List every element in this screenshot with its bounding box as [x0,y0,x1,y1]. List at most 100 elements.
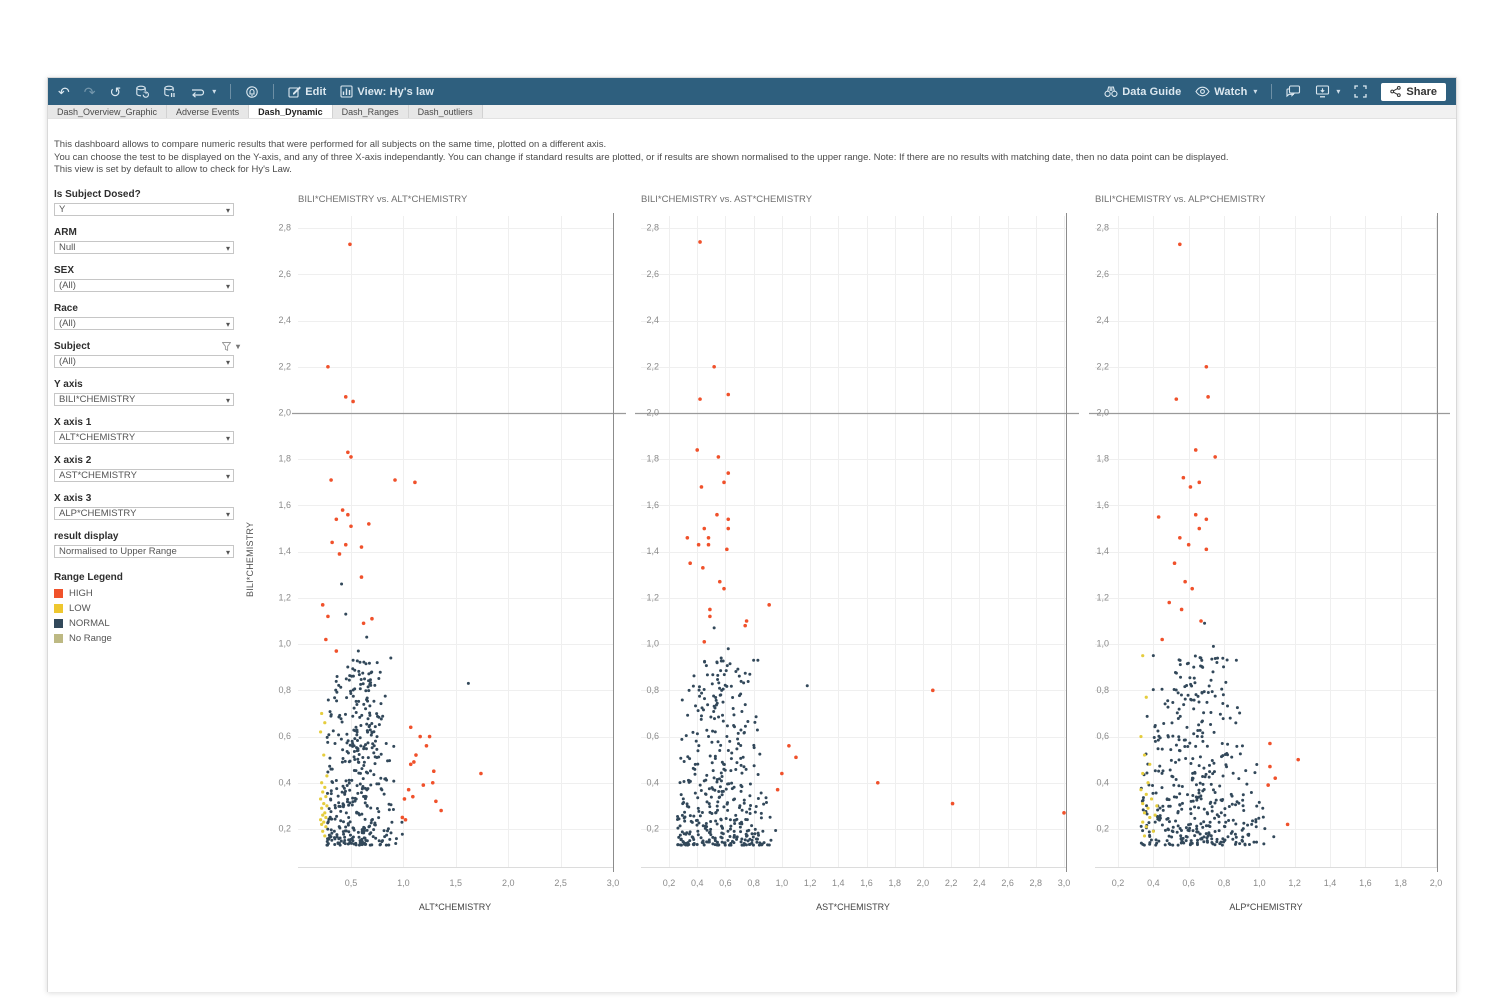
legend-item-low[interactable]: LOW [54,603,123,614]
chevron-down-icon[interactable]: ▾ [235,342,240,351]
filter-label-text: X axis 2 [54,455,92,466]
filter-group-subject: Subject ▾ (All) ▾ [54,341,240,368]
description-line-3: This view is set by default to allow to … [54,164,292,175]
redo-icon[interactable]: ↷ [83,83,96,100]
filter-dropdown-value: ALT*CHEMISTRY [59,432,136,443]
filter-group-x-axis-1: X axis 1 ALT*CHEMISTRY ▾ [54,417,240,444]
data-guide-label: Data Guide [1122,85,1182,98]
filter-group-arm: ARM Null ▾ [54,227,240,254]
tab-dash-dynamic[interactable]: Dash_Dynamic [249,105,333,118]
dashboard-description: This dashboard allows to compare numeric… [54,139,1314,177]
range-legend: Range Legend HIGH LOW NORMAL No Range [54,572,123,648]
chevron-down-icon: ▾ [225,320,230,329]
legend-item-normal[interactable]: NORMAL [54,618,123,629]
filter-label: Subject ▾ [54,341,240,352]
funnel-icon[interactable] [221,342,231,351]
filter-group-is-subject-dosed-: Is Subject Dosed? Y ▾ [54,189,240,216]
filter-dropdown-x-axis-3[interactable]: ALP*CHEMISTRY ▾ [54,507,234,520]
filter-group-x-axis-3: X axis 3 ALP*CHEMISTRY ▾ [54,493,240,520]
chevron-down-icon: ▾ [225,206,230,215]
tab-adverse-events[interactable]: Adverse Events [167,105,250,118]
legend-item-label: HIGH [69,588,93,599]
comments-icon[interactable] [1286,85,1301,98]
toolbar: ↶ ↷ ↺ ▾ Edit View: [48,78,1456,105]
fullscreen-icon[interactable] [1354,85,1368,98]
filter-dropdown-value: Y [59,204,66,215]
chart-title-alt: BILI*CHEMISTRY vs. ALT*CHEMISTRY [298,194,468,205]
filter-label: X axis 3 [54,493,240,504]
x-axis-title-alp: ALP*CHEMISTRY [1229,902,1303,912]
filter-label: result display [54,531,240,542]
share-icon [1390,86,1402,97]
chevron-down-icon: ▾ [212,87,217,96]
toolbar-separator [230,84,232,99]
legend-item-label: No Range [69,633,112,644]
legend-item-no-range[interactable]: No Range [54,633,123,644]
filter-dropdown-value: (All) [59,280,76,291]
filter-dropdown-sex[interactable]: (All) ▾ [54,279,234,292]
edit-label: Edit [305,85,327,98]
filter-label-text: result display [54,531,119,542]
filter-label-text: X axis 3 [54,493,92,504]
tab-dash-overview-graphic[interactable]: Dash_Overview_Graphic [48,105,168,118]
filter-dropdown-result-display[interactable]: Normalised to Upper Range ▾ [54,545,234,558]
auto-update-dropdown[interactable]: ▾ [190,86,216,98]
view-button[interactable]: View: Hy's law [340,85,434,98]
download-dropdown[interactable]: ▾ [1315,85,1340,98]
legend-swatch [54,604,63,613]
binoculars-icon [1104,86,1118,97]
filter-dropdown-x-axis-1[interactable]: ALT*CHEMISTRY ▾ [54,431,234,444]
share-button[interactable]: Share [1381,82,1446,101]
legend-item-label: NORMAL [69,618,110,629]
filter-dropdown-value: ALP*CHEMISTRY [59,508,137,519]
x-axis-title-alt: ALT*CHEMISTRY [418,902,492,912]
filter-group-race: Race (All) ▾ [54,303,240,330]
pencil-icon [288,86,302,98]
filter-label: ARM [54,227,240,238]
legend-swatch [54,619,63,628]
description-line-2: You can choose the test to be displayed … [54,151,1229,163]
filter-dropdown-subject[interactable]: (All) ▾ [54,355,234,368]
data-guide-button[interactable]: Data Guide [1104,85,1181,98]
filter-label-text: Subject [54,341,91,352]
filter-dropdown-y-axis[interactable]: BILI*CHEMISTRY ▾ [54,393,234,406]
filter-label: X axis 2 [54,455,240,466]
chevron-down-icon: ▾ [225,548,230,557]
sheet-tabbar: Dash_Overview_Graphic Adverse Events Dash_… [48,105,1456,119]
filter-label: Race [54,303,240,314]
legend-swatch [54,589,63,598]
undo-icon[interactable]: ↶ [58,83,70,100]
filter-dropdown-x-axis-2[interactable]: AST*CHEMISTRY ▾ [54,469,234,482]
chevron-down-icon: ▾ [225,282,230,291]
filter-label-text: Race [54,303,78,314]
tab-dash-ranges[interactable]: Dash_Ranges [332,105,409,118]
data-alert-icon[interactable] [245,85,259,99]
watch-button[interactable]: Watch ▾ [1195,86,1257,98]
scatter-plots-canvas[interactable] [251,209,1456,919]
chart-title-ast: BILI*CHEMISTRY vs. AST*CHEMISTRY [641,194,813,205]
tableau-window: ↶ ↷ ↺ ▾ Edit View: [47,77,1457,992]
tab-dash-outliers[interactable]: Dash_outliers [408,105,483,118]
filter-dropdown-is-subject-dosed-[interactable]: Y ▾ [54,203,234,216]
filter-group-y-axis: Y axis BILI*CHEMISTRY ▾ [54,379,240,406]
chevron-down-icon: ▾ [1336,87,1341,96]
eye-icon [1195,86,1210,97]
toolbar-separator [1271,84,1273,99]
pause-updates-icon[interactable] [163,85,176,99]
edit-button[interactable]: Edit [288,85,326,98]
filter-label-text: SEX [54,265,75,276]
filter-group-sex: SEX (All) ▾ [54,265,240,292]
legend-item-high[interactable]: HIGH [54,588,123,599]
filter-dropdown-arm[interactable]: Null ▾ [54,241,234,254]
chart-title-alp: BILI*CHEMISTRY vs. ALP*CHEMISTRY [1095,194,1266,205]
filter-group-x-axis-2: X axis 2 AST*CHEMISTRY ▾ [54,455,240,482]
filter-label: SEX [54,265,240,276]
refresh-data-icon[interactable] [135,85,150,99]
dashboard-content: This dashboard allows to compare numeric… [48,119,1456,992]
filter-dropdown-race[interactable]: (All) ▾ [54,317,234,330]
chevron-down-icon: ▾ [225,472,230,481]
revert-icon[interactable]: ↺ [109,83,122,100]
filter-label-text: Is Subject Dosed? [54,189,141,200]
filter-label: Is Subject Dosed? [54,189,240,200]
chevron-down-icon: ▾ [225,358,230,367]
